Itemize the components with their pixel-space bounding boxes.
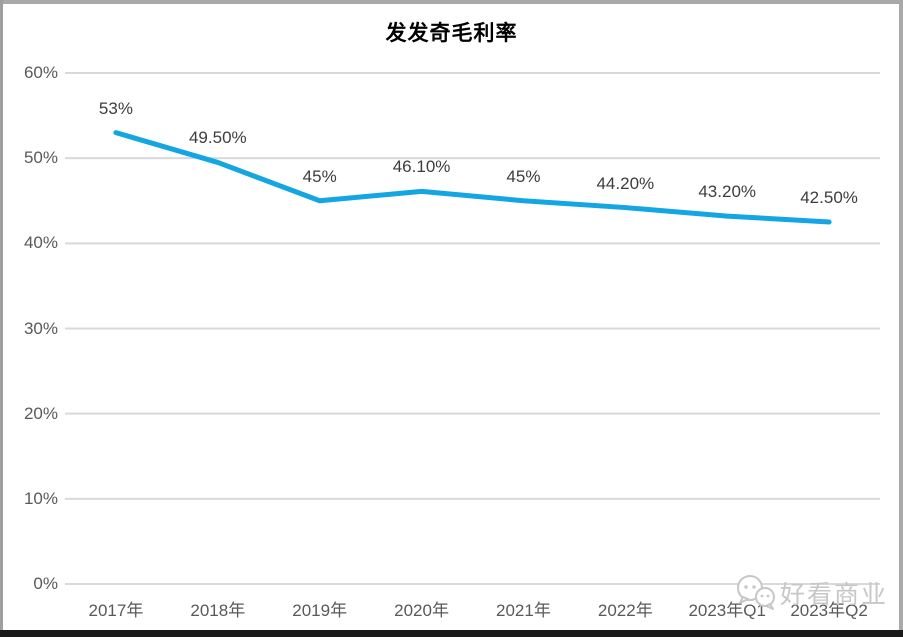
data-point-label: 49.50% [188, 128, 247, 148]
y-axis-tick-label: 20% [23, 403, 58, 423]
frame-border-left [0, 0, 3, 637]
data-point-label: 45% [506, 166, 541, 186]
y-axis-tick-label: 10% [23, 488, 58, 508]
y-axis-tick-label: 40% [23, 233, 58, 253]
gross-margin-line [113, 130, 832, 225]
frame-border-bottom [0, 630, 903, 637]
x-axis-category-label: 2022年 [597, 601, 653, 620]
chart-title: 发发奇毛利率 [385, 22, 518, 45]
x-axis-category-label: 2018年 [190, 601, 246, 620]
x-axis-category-label: 2021年 [496, 601, 551, 620]
data-point-label: 42.50% [800, 188, 858, 208]
y-axis-tick-label: 60% [23, 63, 58, 82]
data-point-label: 53% [98, 98, 133, 118]
x-axis-category-label: 2020年 [394, 601, 449, 620]
data-point-label: 46.10% [392, 157, 451, 177]
y-axis-tick-label: 30% [23, 318, 58, 338]
frame-border-top [0, 0, 903, 4]
x-axis-category-label: 2019年 [292, 601, 348, 620]
x-axis-category-label: 2023年Q2 [790, 601, 868, 620]
data-point-label: 45% [302, 166, 337, 186]
x-axis-category-label: 2017年 [88, 601, 144, 620]
x-axis-category-label: 2023年Q1 [688, 601, 766, 620]
data-point-label: 44.20% [596, 173, 655, 193]
data-point-label: 43.20% [698, 182, 757, 202]
y-axis-tick-label: 50% [23, 148, 58, 168]
frame-border-right [899, 0, 903, 637]
y-axis-tick-label: 0% [33, 574, 58, 593]
